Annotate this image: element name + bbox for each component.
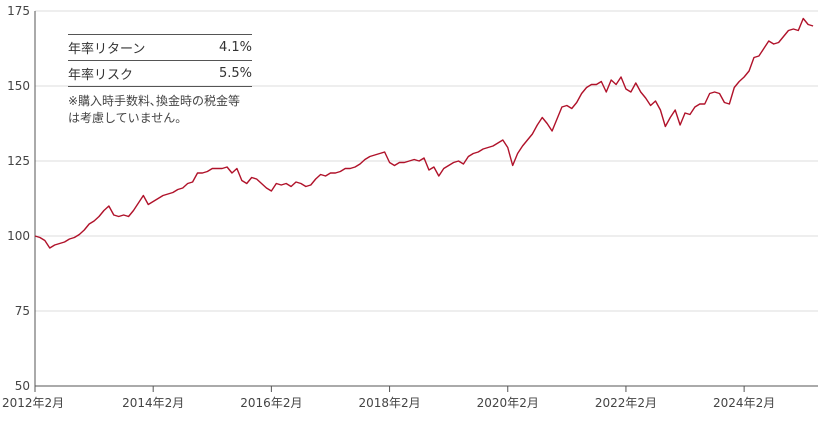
stat-label: 年率リスク <box>68 68 134 83</box>
series-line <box>34 17 814 249</box>
y-tick-label: 150 <box>7 79 30 93</box>
stat-label: 年率リターン <box>68 42 146 57</box>
x-tick-label: 2018年2月 <box>358 396 420 410</box>
axes <box>34 11 818 392</box>
x-axis-ticks: 2012年2月 2014年2月 2016年2月 2018年2月 2020年2月 2022年… <box>2 396 775 410</box>
stats-note: ※購入時手数料､換金時の税金等は考慮していません。 <box>68 94 241 125</box>
x-tick-label: 2020年2月 <box>477 396 539 410</box>
stat-value: 4.1% <box>218 40 252 55</box>
x-tick-label: 2012年2月 <box>2 396 64 410</box>
series-layer <box>34 17 814 249</box>
y-tick-label: 50 <box>15 379 30 393</box>
y-tick-label: 125 <box>7 154 30 168</box>
y-tick-label: 100 <box>7 229 30 243</box>
x-tick-label: 2016年2月 <box>240 396 302 410</box>
stat-row-return: 年率リターン 4.1% <box>68 34 252 61</box>
stat-row-risk: 年率リスク 5.5% <box>68 61 252 87</box>
y-tick-label: 75 <box>15 304 30 318</box>
y-tick-label: 175 <box>7 4 30 18</box>
y-axis-ticks: 50 75 100 125 150 175 <box>7 4 30 393</box>
stats-box: 年率リターン 4.1% 年率リスク 5.5% ※購入時手数料､換金時の税金等は考… <box>68 34 252 127</box>
x-tick-label: 2024年2月 <box>713 396 775 410</box>
x-tick-label: 2014年2月 <box>122 396 184 410</box>
x-tick-label: 2022年2月 <box>595 396 657 410</box>
stat-value: 5.5% <box>218 66 252 81</box>
